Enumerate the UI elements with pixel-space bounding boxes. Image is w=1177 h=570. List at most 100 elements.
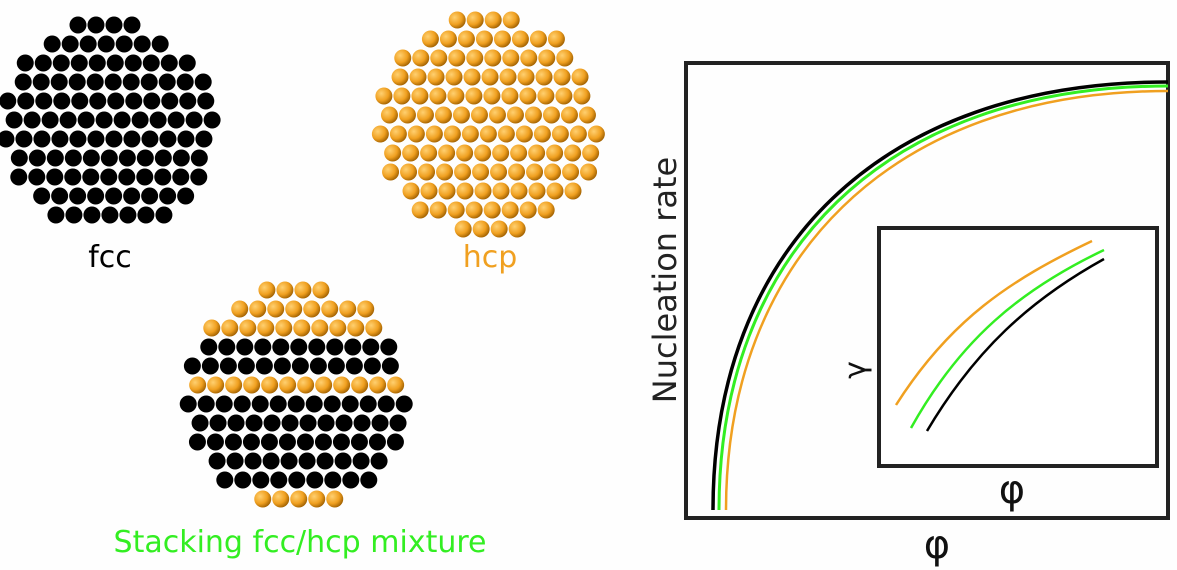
fcc-atom xyxy=(142,54,160,72)
fcc-atom xyxy=(101,206,119,224)
fcc-atom xyxy=(32,73,50,91)
hcp-atom xyxy=(484,11,502,29)
main-ylabel: Nucleation rate xyxy=(646,157,684,403)
fcc-atom xyxy=(137,206,155,224)
fcc-atom xyxy=(341,395,359,413)
fcc-atom xyxy=(95,111,113,129)
hcp-atom xyxy=(438,182,456,200)
fcc-atom xyxy=(161,92,179,110)
fcc-atom xyxy=(359,395,377,413)
hcp-atom xyxy=(447,87,465,105)
hcp-atom xyxy=(351,376,369,394)
fcc-atom xyxy=(360,471,378,489)
hcp-atom xyxy=(474,182,492,200)
hcp-atom xyxy=(479,125,497,143)
fcc-atom xyxy=(227,414,245,432)
hcp-atom xyxy=(400,163,418,181)
fcc-atom xyxy=(251,395,269,413)
hcp-atom xyxy=(393,87,411,105)
fcc-atom xyxy=(224,433,242,451)
fcc-atom xyxy=(197,395,215,413)
fcc-atom xyxy=(77,111,95,129)
fcc-atom xyxy=(155,206,173,224)
fcc-atom xyxy=(244,452,262,470)
hcp-atom xyxy=(582,144,600,162)
hcp-atom xyxy=(231,300,249,318)
fcc-atom xyxy=(324,471,342,489)
hcp-atom xyxy=(189,376,207,394)
fcc-atom xyxy=(160,54,178,72)
fcc-atom xyxy=(278,433,296,451)
curve-mixture xyxy=(717,84,1169,511)
hcp-atom xyxy=(466,11,484,29)
fcc-label: fcc xyxy=(88,240,132,275)
inset-frame xyxy=(877,226,1159,468)
fcc-atom xyxy=(34,54,52,72)
fcc-atom xyxy=(386,433,404,451)
hcp-atom xyxy=(315,376,333,394)
fcc-atom xyxy=(195,130,213,148)
fcc-atom xyxy=(206,433,224,451)
fcc-atom xyxy=(47,206,65,224)
fcc-atom xyxy=(118,149,136,167)
fcc-atom xyxy=(191,414,209,432)
hcp-atom xyxy=(564,144,582,162)
hcp-atom xyxy=(490,220,508,238)
hcp-atom xyxy=(573,87,591,105)
hcp-atom xyxy=(207,376,225,394)
hcp-atom xyxy=(243,376,261,394)
hcp-atom xyxy=(510,144,528,162)
hcp-label: hcp xyxy=(462,240,518,275)
inset-ylabel: γ xyxy=(838,361,873,379)
fcc-atom xyxy=(215,395,233,413)
fcc-atom xyxy=(61,35,79,53)
fcc-atom xyxy=(123,187,141,205)
fcc-atom xyxy=(262,452,280,470)
hcp-atom xyxy=(528,144,546,162)
fcc-atom xyxy=(280,452,298,470)
hcp-atom xyxy=(389,125,407,143)
hcp-atom xyxy=(326,490,344,508)
fcc-atom xyxy=(203,111,221,129)
fcc-atom xyxy=(273,357,291,375)
hcp-atom xyxy=(497,125,515,143)
fcc-atom xyxy=(149,111,167,129)
hcp-atom xyxy=(488,106,506,124)
fcc-atom xyxy=(151,35,169,53)
fcc-atom xyxy=(323,395,341,413)
hcp-atom xyxy=(547,30,565,48)
fcc-atom xyxy=(327,357,345,375)
fcc-atom xyxy=(10,168,28,186)
hcp-atom xyxy=(371,125,389,143)
hcp-atom xyxy=(357,300,375,318)
hcp-atom xyxy=(384,144,402,162)
hcp-atom xyxy=(411,87,429,105)
fcc-atom xyxy=(188,433,206,451)
hcp-atom xyxy=(546,144,564,162)
hcp-atom xyxy=(472,220,490,238)
hcp-atom xyxy=(257,319,275,337)
fcc-atom xyxy=(69,187,87,205)
fcc-atom xyxy=(15,130,33,148)
fcc-atom xyxy=(314,433,332,451)
hcp-atom xyxy=(382,163,400,181)
hcp-atom xyxy=(411,201,429,219)
hcp-atom xyxy=(203,319,221,337)
fcc-atom xyxy=(87,16,105,34)
fcc-atom xyxy=(51,187,69,205)
hcp-atom xyxy=(445,68,463,86)
fcc-atom xyxy=(107,92,125,110)
hcp-atom xyxy=(484,49,502,67)
inset-curve-fcc xyxy=(925,257,1105,432)
fcc-atom xyxy=(254,338,272,356)
hcp-atom xyxy=(502,49,520,67)
fcc-atom xyxy=(64,149,82,167)
hcp-atom xyxy=(409,68,427,86)
hcp-atom xyxy=(261,376,279,394)
hcp-atom xyxy=(387,376,405,394)
hcp-atom xyxy=(564,182,582,200)
fcc-atom xyxy=(172,149,190,167)
hcp-atom xyxy=(394,49,412,67)
fcc-atom xyxy=(190,168,208,186)
